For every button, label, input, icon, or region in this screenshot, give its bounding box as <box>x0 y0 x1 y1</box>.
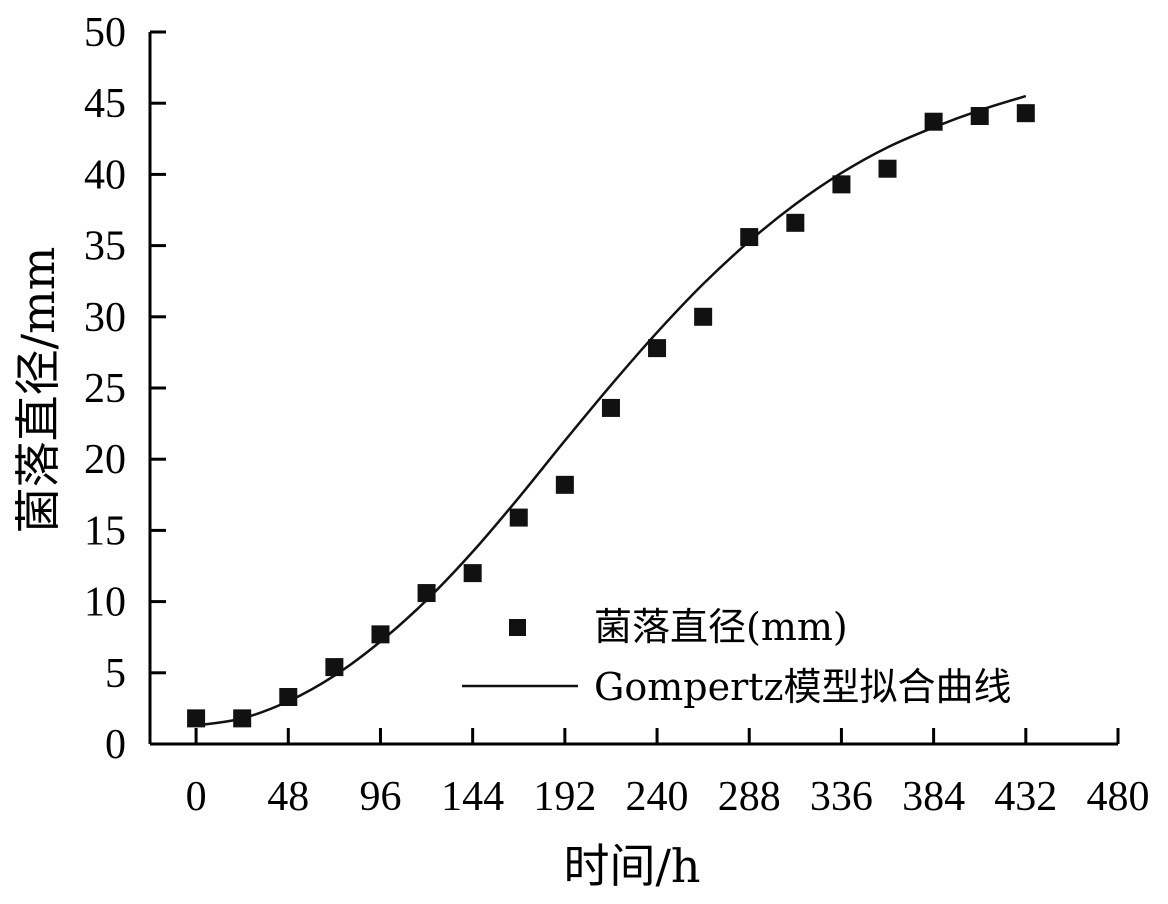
y-tick-label: 35 <box>84 224 126 270</box>
data-point <box>555 475 574 494</box>
x-tick-label: 48 <box>267 774 309 820</box>
data-point <box>417 584 436 603</box>
x-tick-label: 144 <box>441 774 504 820</box>
data-point <box>371 625 390 644</box>
plot-area <box>187 94 1035 728</box>
x-tick-label: 384 <box>902 774 965 820</box>
data-point <box>786 213 805 232</box>
data-point <box>970 107 989 126</box>
ticks: 0 5 10 15 20 25 30 35 40 45 50 0 48 96 144 192 240 288 336… <box>84 10 1150 820</box>
y-axis-title: 菌落直径/mm <box>11 247 65 534</box>
data-point <box>463 564 482 583</box>
data-point <box>740 228 759 247</box>
x-tick-label: 336 <box>810 774 873 820</box>
y-tick-label: 30 <box>84 295 126 341</box>
data-point <box>832 175 851 194</box>
x-tick-label: 240 <box>626 774 689 820</box>
x-tick-label: 432 <box>994 774 1057 820</box>
y-tick-label: 10 <box>84 580 126 626</box>
y-tick-label: 45 <box>84 81 126 127</box>
y-tick-label: 50 <box>84 10 126 56</box>
y-tick-label: 5 <box>105 651 126 697</box>
x-axis-title: 时间/h <box>563 839 700 893</box>
x-tick-label: 288 <box>718 774 781 820</box>
y-tick-label: 20 <box>84 437 126 483</box>
legend-marker-scatter <box>509 619 526 636</box>
data-point <box>509 508 528 527</box>
data-point <box>279 688 298 707</box>
x-tick-label: 192 <box>533 774 596 820</box>
data-point <box>233 709 252 728</box>
x-tick-label: 0 <box>186 774 207 820</box>
y-tick-label: 0 <box>105 722 126 768</box>
data-point <box>187 709 206 728</box>
legend-label-scatter: 菌落直径(mm) <box>594 605 848 649</box>
y-tick-label: 40 <box>84 152 126 198</box>
data-point <box>878 159 897 178</box>
data-point <box>694 307 713 326</box>
data-point <box>648 339 667 358</box>
data-point <box>325 658 344 677</box>
data-point <box>601 398 620 417</box>
y-tick-label: 15 <box>84 508 126 554</box>
legend-label-line: Gompertz模型拟合曲线 <box>594 665 1012 709</box>
y-tick-label: 25 <box>84 366 126 412</box>
legend: 菌落直径(mm) Gompertz模型拟合曲线 <box>462 605 1012 709</box>
data-point <box>924 112 943 131</box>
x-tick-label: 480 <box>1087 774 1150 820</box>
x-tick-label: 96 <box>359 774 401 820</box>
data-point <box>1016 104 1035 123</box>
